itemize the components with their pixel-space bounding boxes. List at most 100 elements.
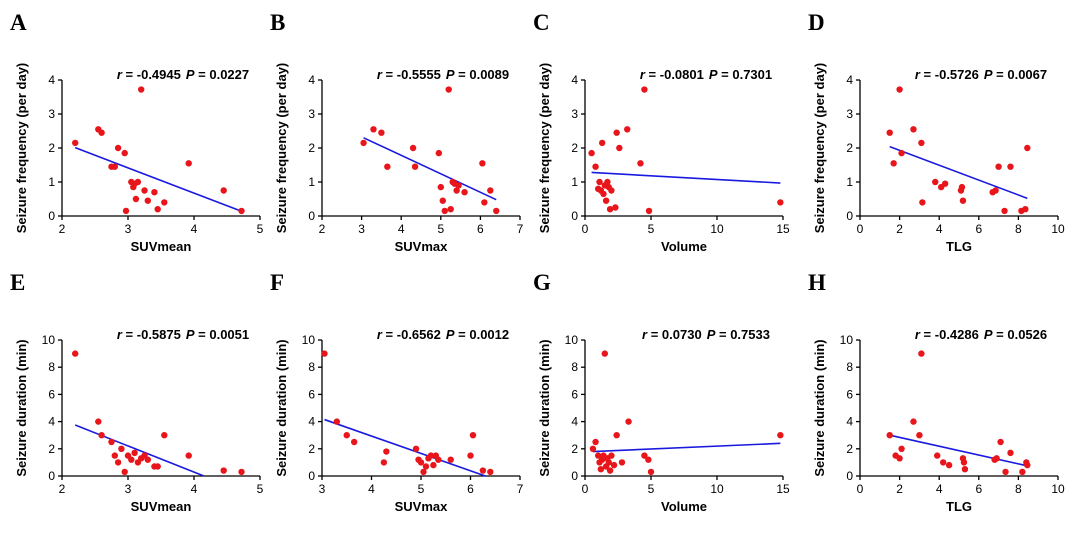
y-tick-label: 4 xyxy=(571,415,578,429)
data-point xyxy=(596,178,603,186)
p-symbol: P xyxy=(186,67,195,82)
data-point xyxy=(220,187,227,194)
data-point xyxy=(185,452,192,459)
data-point xyxy=(98,129,105,136)
y-tick-label: 2 xyxy=(308,442,315,456)
data-point xyxy=(641,86,648,93)
x-tick-label: 5 xyxy=(648,482,655,496)
p-value-number: 0.0227 xyxy=(209,67,249,82)
data-point xyxy=(380,459,388,466)
y-tick-label: 0 xyxy=(571,209,578,223)
data-point xyxy=(605,459,612,466)
y-axis-title: Seizure duration (min) xyxy=(812,339,827,476)
x-tick-label: 3 xyxy=(125,482,132,496)
data-point xyxy=(601,350,608,357)
y-tick-label: 8 xyxy=(571,360,578,374)
x-axis-title: SUVmean xyxy=(131,499,192,514)
p-value-number: 0.0067 xyxy=(1007,67,1047,82)
statistics-annotation: r = -0.4286 P = 0.0526 xyxy=(915,327,1047,342)
y-axis-title: Seizure duration (min) xyxy=(14,339,29,476)
r-value-number: -0.0801 xyxy=(660,67,704,82)
r-symbol: r xyxy=(117,67,123,82)
y-tick-label: 0 xyxy=(48,469,55,483)
data-point xyxy=(624,126,631,133)
regression-line xyxy=(592,442,781,453)
y-tick-label: 6 xyxy=(48,387,55,401)
data-point xyxy=(934,452,941,459)
data-point xyxy=(945,461,953,469)
data-point xyxy=(606,467,614,474)
data-point xyxy=(487,468,494,476)
data-point xyxy=(98,432,105,439)
x-tick-label: 4 xyxy=(936,482,943,496)
data-point xyxy=(122,207,130,215)
y-tick-label: 2 xyxy=(48,442,55,456)
p-value: = xyxy=(455,67,470,82)
data-point xyxy=(439,197,446,204)
statistics-annotation: r = -0.5726 P = 0.0067 xyxy=(915,67,1047,82)
x-tick-label: 5 xyxy=(257,222,264,236)
data-point xyxy=(412,445,420,452)
panel-label: H xyxy=(808,270,826,295)
y-axis-title: Seizure frequency (per day) xyxy=(537,63,552,234)
y-tick-label: 4 xyxy=(308,415,315,429)
x-tick-label: 3 xyxy=(358,222,365,236)
panel-label: B xyxy=(270,10,285,35)
y-tick-label: 8 xyxy=(846,360,853,374)
data-point xyxy=(910,418,917,425)
p-symbol: P xyxy=(186,327,195,342)
data-point xyxy=(1001,207,1008,215)
y-tick-label: 1 xyxy=(571,175,578,189)
data-point xyxy=(453,187,460,194)
data-point xyxy=(600,190,607,198)
data-point xyxy=(598,139,606,147)
y-axis-title: Seizure duration (min) xyxy=(274,339,289,476)
data-point xyxy=(993,455,1000,462)
y-tick-label: 0 xyxy=(48,209,55,223)
r-value-number: -0.5555 xyxy=(397,67,441,82)
x-tick-label: 0 xyxy=(857,222,864,236)
panel-label: A xyxy=(10,10,27,35)
data-point xyxy=(625,418,632,425)
y-tick-label: 6 xyxy=(308,387,315,401)
p-value: = xyxy=(455,327,470,342)
regression-line xyxy=(324,418,486,477)
x-tick-label: 15 xyxy=(776,222,790,236)
x-tick-label: 6 xyxy=(975,482,982,496)
data-point xyxy=(918,139,925,147)
x-tick-label: 10 xyxy=(710,482,724,496)
x-tick-label: 4 xyxy=(368,482,375,496)
p-value: = xyxy=(195,327,210,342)
data-point xyxy=(1019,468,1026,476)
data-point xyxy=(437,183,444,191)
x-tick-label: 6 xyxy=(477,222,484,236)
p-value-number: 0.7301 xyxy=(732,67,772,82)
r-value: = xyxy=(645,67,660,82)
y-tick-label: 2 xyxy=(571,442,578,456)
data-point xyxy=(992,187,999,194)
chart-panel-b: Br = -0.5555 P = 0.0089 2 3 4 5 6 7 0 1 2 3 4 SUVmax S… xyxy=(270,10,524,254)
p-symbol: P xyxy=(984,327,993,342)
data-point xyxy=(134,178,142,186)
data-point xyxy=(961,466,969,473)
p-symbol: P xyxy=(709,67,718,82)
data-point xyxy=(610,461,618,469)
data-point xyxy=(604,178,611,186)
data-point xyxy=(997,438,1004,446)
y-tick-label: 3 xyxy=(308,107,315,121)
data-point xyxy=(141,187,148,194)
panel-label: E xyxy=(10,270,25,295)
r-value-number: 0.0730 xyxy=(662,327,702,342)
y-tick-label: 0 xyxy=(846,209,853,223)
data-point xyxy=(602,197,610,204)
panel-label: G xyxy=(533,270,551,295)
r-symbol: r xyxy=(640,67,646,82)
y-tick-label: 1 xyxy=(48,175,55,189)
data-point xyxy=(479,160,486,167)
x-tick-label: 8 xyxy=(1015,482,1022,496)
data-point xyxy=(597,466,605,473)
statistics-annotation: r = -0.5875 P = 0.0051 xyxy=(117,327,249,342)
data-point xyxy=(896,86,903,93)
regression-line xyxy=(363,137,497,201)
